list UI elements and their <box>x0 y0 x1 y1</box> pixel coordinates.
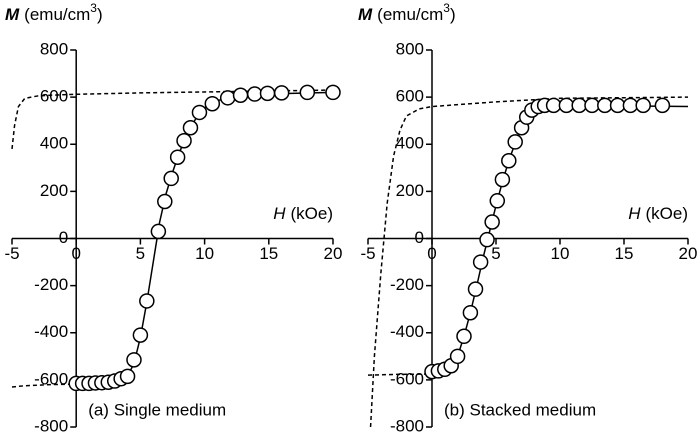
data-point <box>273 85 290 101</box>
data-point <box>609 97 626 114</box>
x-tick-label: 20 <box>324 244 343 263</box>
y-tick-label: -600 <box>34 369 68 388</box>
x-tick-label: -5 <box>360 244 375 263</box>
y-tick-label: -800 <box>34 416 68 435</box>
data-point <box>501 152 517 169</box>
y-tick-label: 200 <box>40 181 68 200</box>
y-tick-label: 800 <box>396 39 424 58</box>
data-point <box>635 97 651 114</box>
y-tick-label: -800 <box>390 416 424 435</box>
x-tick-label: 5 <box>491 244 500 263</box>
annotation: (b) Stacked medium <box>444 400 596 419</box>
dashed-line <box>369 96 689 428</box>
data-point <box>259 85 276 102</box>
data-point <box>232 87 249 103</box>
y-tick-label: 400 <box>40 134 68 153</box>
x-tick-label: 10 <box>551 244 570 263</box>
data-point <box>462 304 479 321</box>
data-point <box>545 97 562 114</box>
data-point <box>299 84 316 101</box>
x-tick-label: 15 <box>259 244 278 263</box>
data-point <box>456 328 472 345</box>
data-point <box>494 171 511 188</box>
y-label-close: ) <box>97 5 103 24</box>
data-point <box>489 193 506 209</box>
y-label-symbol: M <box>5 5 20 24</box>
x-tick-label: 5 <box>136 244 145 263</box>
y-tick-label: 800 <box>40 39 68 58</box>
y-tick-label: 600 <box>40 87 68 106</box>
x-tick-label: 10 <box>195 244 214 263</box>
data-point <box>246 86 263 102</box>
y-axis-label: M (emu/cm3) <box>358 1 456 24</box>
data-point <box>325 84 341 101</box>
x-label-symbol: H <box>628 204 641 223</box>
annotation: (a) Single medium <box>88 400 226 419</box>
data-point <box>119 368 136 385</box>
y-label-superscript: 3 <box>90 1 97 15</box>
y-tick-label: -200 <box>390 275 424 294</box>
data-point <box>584 97 600 114</box>
data-point <box>157 193 173 210</box>
y-label-unit: (emu/cm <box>377 5 443 24</box>
x-tick-label: 20 <box>679 244 698 263</box>
data-point <box>169 149 186 165</box>
y-tick-label: 600 <box>396 87 424 106</box>
y-tick-label: -400 <box>390 322 424 341</box>
data-point <box>449 348 466 365</box>
y-tick-label: 0 <box>415 228 424 247</box>
x-label-unit: (kOe) <box>291 204 334 223</box>
data-point <box>219 90 236 106</box>
dashed-line <box>367 373 433 376</box>
data-point <box>139 293 155 309</box>
x-axis-label: H (kOe) <box>628 204 688 223</box>
data-point <box>507 134 523 150</box>
y-label-unit: (emu/cm <box>24 5 90 24</box>
data-point <box>622 97 639 114</box>
dashed-line <box>11 383 77 388</box>
data-point <box>484 214 500 230</box>
y-tick-label: 0 <box>59 228 68 247</box>
y-label-superscript: 3 <box>443 1 450 15</box>
data-point <box>163 170 179 187</box>
data-point <box>654 97 671 114</box>
data-point <box>126 352 142 368</box>
data-point <box>467 281 484 297</box>
data-point <box>472 254 489 270</box>
data-point <box>182 120 199 136</box>
y-label-close: ) <box>450 5 456 24</box>
data-point <box>132 327 149 343</box>
x-label-unit: (kOe) <box>646 204 689 223</box>
data-point <box>597 97 613 114</box>
data-point <box>150 223 167 240</box>
y-tick-label: 200 <box>396 181 424 200</box>
data-point <box>479 231 495 248</box>
data-point <box>571 97 587 114</box>
y-tick-label: 400 <box>396 134 424 153</box>
y-axis-label: M (emu/cm3) <box>5 1 103 24</box>
data-point <box>191 104 208 121</box>
x-tick-label: -5 <box>4 244 19 263</box>
x-tick-label: 0 <box>71 244 80 263</box>
x-label-symbol: H <box>273 204 286 223</box>
x-axis-label: H (kOe) <box>273 204 333 223</box>
y-tick-label: -200 <box>34 275 68 294</box>
data-point <box>176 132 192 149</box>
y-tick-label: -400 <box>34 322 68 341</box>
x-tick-label: 15 <box>615 244 634 263</box>
y-label-symbol: M <box>358 5 373 24</box>
data-point <box>558 97 575 114</box>
y-tick-label: -600 <box>390 369 424 388</box>
x-tick-label: 0 <box>427 244 436 263</box>
data-point <box>204 95 221 112</box>
